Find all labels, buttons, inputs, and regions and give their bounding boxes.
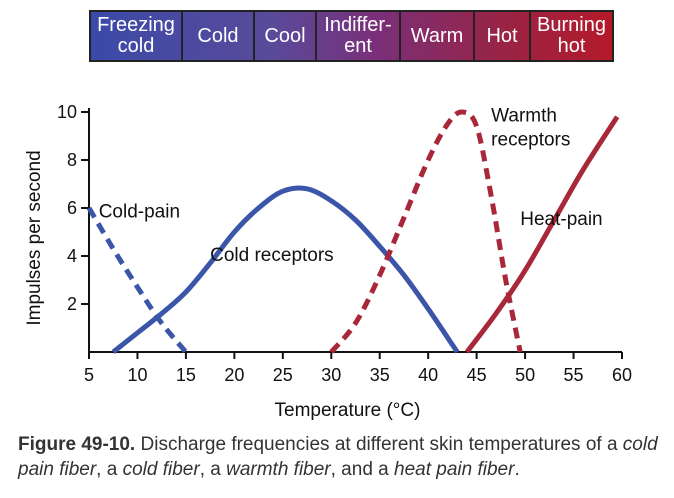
y-axis-title: Impulses per second	[24, 150, 45, 325]
y-tick-label: 6	[67, 198, 77, 218]
x-tick-label: 20	[224, 365, 244, 385]
caption-separator: , a	[199, 459, 227, 480]
series-annotation: Heat-pain	[520, 209, 602, 230]
y-tick-label: 10	[57, 102, 77, 122]
band-segment-label: Freezing cold	[97, 15, 175, 57]
band-segment: Cool	[255, 12, 317, 60]
band-segment-line: cold	[117, 35, 155, 57]
caption-term-warmth: warmth fiber	[226, 459, 331, 480]
x-tick-label: 25	[273, 365, 293, 385]
band-segment-label: Cool	[264, 24, 306, 47]
x-tick-label: 35	[370, 365, 390, 385]
band-segment-line: Freezing	[97, 14, 175, 36]
band-segment-line: Hot	[486, 24, 518, 47]
series-line-warmth-receptors	[329, 109, 523, 354]
x-tick-label: 60	[612, 365, 632, 385]
y-tick-label: 8	[67, 150, 77, 170]
caption-term-cold: cold fiber	[122, 459, 200, 480]
band-segment-line: Cool	[264, 24, 306, 47]
band-segment: Cold	[183, 12, 255, 60]
band-segment-line: Burning	[537, 14, 606, 36]
series-annotation: receptors	[491, 130, 570, 151]
x-tick-label: 50	[515, 365, 535, 385]
band-segment-label: Cold	[197, 24, 239, 47]
x-axis-title: Temperature (°C)	[275, 400, 421, 421]
caption-separator: , and a	[330, 459, 395, 480]
x-tick-label: 40	[418, 365, 438, 385]
x-tick-label: 30	[321, 365, 341, 385]
band-segment-label: Indiffer-ent	[324, 15, 391, 57]
series-line-cold-receptors	[111, 185, 460, 354]
series-annotation: Cold receptors	[210, 245, 334, 266]
figure-label: Figure 49-10.	[18, 434, 136, 455]
caption-term-cold-pain: cold pain fiber	[18, 434, 658, 480]
band-segment-label: Warm	[410, 24, 464, 47]
x-tick-label: 15	[176, 365, 196, 385]
caption-term-heat-pain: heat pain fiber	[394, 459, 515, 480]
band-segment-label: Hot	[486, 24, 518, 47]
caption-end: .	[514, 459, 520, 480]
series-annotation: Warmth	[491, 106, 557, 127]
x-tick-label: 45	[467, 365, 487, 385]
band-segment-line: ent	[344, 35, 372, 57]
series-line-cold-pain	[86, 206, 188, 354]
temperature-scale-bar: Freezing cold Cold Cool Indiffer-ent Warm Hot B…	[89, 10, 614, 62]
band-segment: Indiffer-ent	[317, 12, 401, 60]
x-tick-label: 5	[84, 365, 94, 385]
band-segment: Warm	[401, 12, 475, 60]
figure-caption: Figure 49-10. Discharge frequencies at d…	[18, 432, 668, 482]
band-segment: Burning hot	[531, 12, 612, 60]
band-segment-line: Cold	[197, 24, 239, 47]
discharge-frequency-chart: 5 10 15 20 25 30 35 40 45 50 55 60 2 4 6 8 10 Temperature…	[24, 102, 632, 421]
y-tick-label: 4	[67, 246, 77, 266]
series-line-heat-pain	[464, 115, 620, 354]
band-segment-label: Burning hot	[537, 15, 606, 57]
band-segment-line: Warm	[410, 24, 464, 47]
series-annotation: Cold-pain	[99, 202, 180, 223]
x-tick-label: 10	[127, 365, 147, 385]
x-tick-label: 55	[564, 365, 584, 385]
caption-separator: , a	[96, 459, 123, 480]
caption-text: Discharge frequencies at different skin …	[135, 434, 623, 455]
y-tick-label: 2	[67, 294, 77, 314]
band-segment: Freezing cold	[91, 12, 183, 60]
band-segment-line: Indiffer-	[324, 14, 392, 36]
band-segment: Hot	[475, 12, 531, 60]
band-segment-line: hot	[557, 35, 586, 57]
